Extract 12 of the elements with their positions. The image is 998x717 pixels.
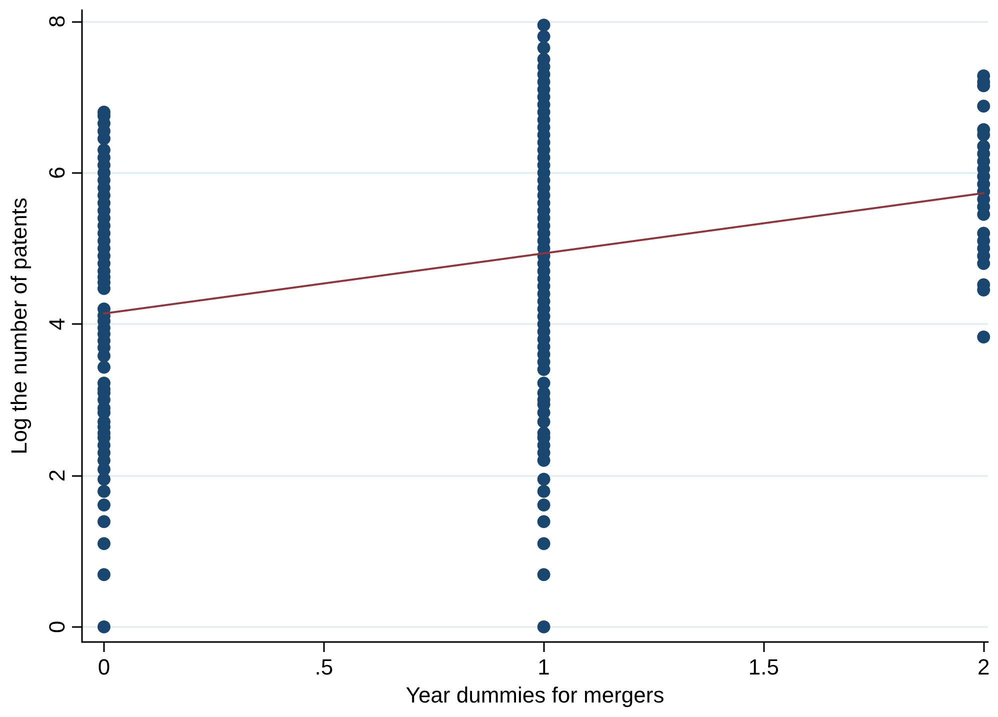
x-tick-label: 1.5 <box>748 654 779 680</box>
x-tick-label: .5 <box>314 654 334 680</box>
y-tick-label: 2 <box>44 469 70 482</box>
y-tick-label: 6 <box>44 166 70 179</box>
y-tick-label: 8 <box>44 15 70 28</box>
x-tick-label: 2 <box>977 654 990 680</box>
y-axis-title: Log the number of patents <box>6 198 32 454</box>
x-axis-title: Year dummies for mergers <box>406 682 664 708</box>
y-tick-label: 0 <box>44 620 70 633</box>
x-tick-label: 0 <box>98 654 110 680</box>
x-tick-label: 1 <box>538 654 550 680</box>
y-tick-label: 4 <box>44 318 70 330</box>
